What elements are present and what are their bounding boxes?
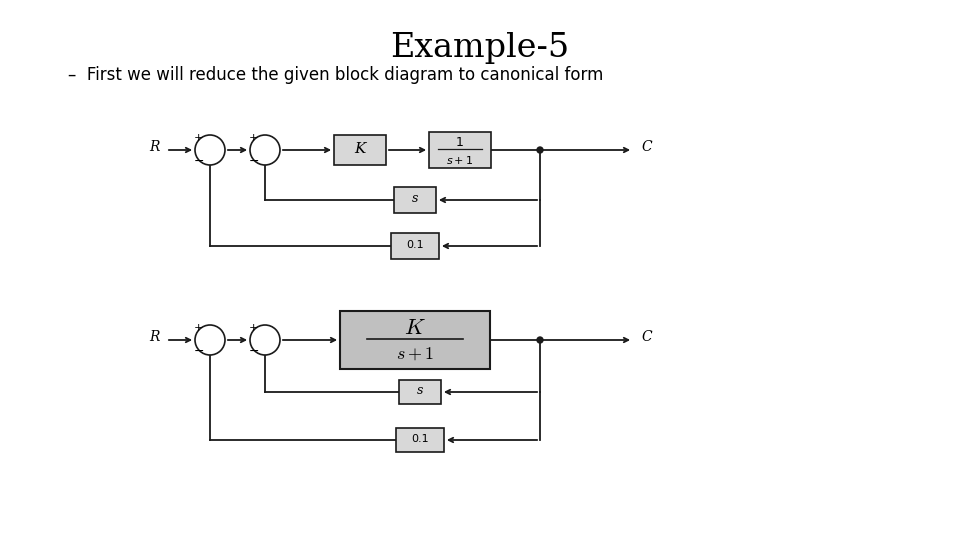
- Text: $s+1$: $s+1$: [396, 345, 434, 363]
- Text: −: −: [194, 154, 204, 167]
- Text: $s+1$: $s+1$: [446, 154, 473, 166]
- Circle shape: [537, 147, 543, 153]
- Text: $K$: $K$: [404, 318, 426, 338]
- Text: +: +: [249, 323, 257, 333]
- Bar: [429, 132, 491, 168]
- Circle shape: [250, 135, 280, 165]
- Bar: [396, 428, 444, 452]
- Text: +: +: [249, 133, 257, 143]
- Text: s: s: [417, 384, 423, 397]
- Bar: [394, 187, 436, 213]
- Text: −: −: [194, 345, 204, 357]
- Text: −: −: [249, 345, 259, 357]
- Circle shape: [195, 325, 225, 355]
- Text: 1: 1: [456, 136, 464, 148]
- Text: R: R: [149, 330, 159, 344]
- Bar: [399, 380, 441, 404]
- Text: −: −: [249, 154, 259, 167]
- Text: K: K: [354, 142, 366, 156]
- Text: –  First we will reduce the given block diagram to canonical form: – First we will reduce the given block d…: [68, 66, 604, 84]
- Text: +: +: [193, 133, 203, 143]
- Bar: [340, 311, 490, 369]
- Text: R: R: [149, 140, 159, 154]
- Text: 0.1: 0.1: [411, 434, 429, 444]
- Text: +: +: [193, 323, 203, 333]
- Text: C: C: [641, 140, 652, 154]
- Circle shape: [250, 325, 280, 355]
- Text: Example-5: Example-5: [391, 32, 569, 64]
- Circle shape: [537, 337, 543, 343]
- Bar: [391, 233, 439, 259]
- Bar: [334, 135, 386, 165]
- Text: C: C: [641, 330, 652, 344]
- Text: s: s: [412, 192, 419, 206]
- Text: 0.1: 0.1: [406, 240, 423, 250]
- Circle shape: [195, 135, 225, 165]
